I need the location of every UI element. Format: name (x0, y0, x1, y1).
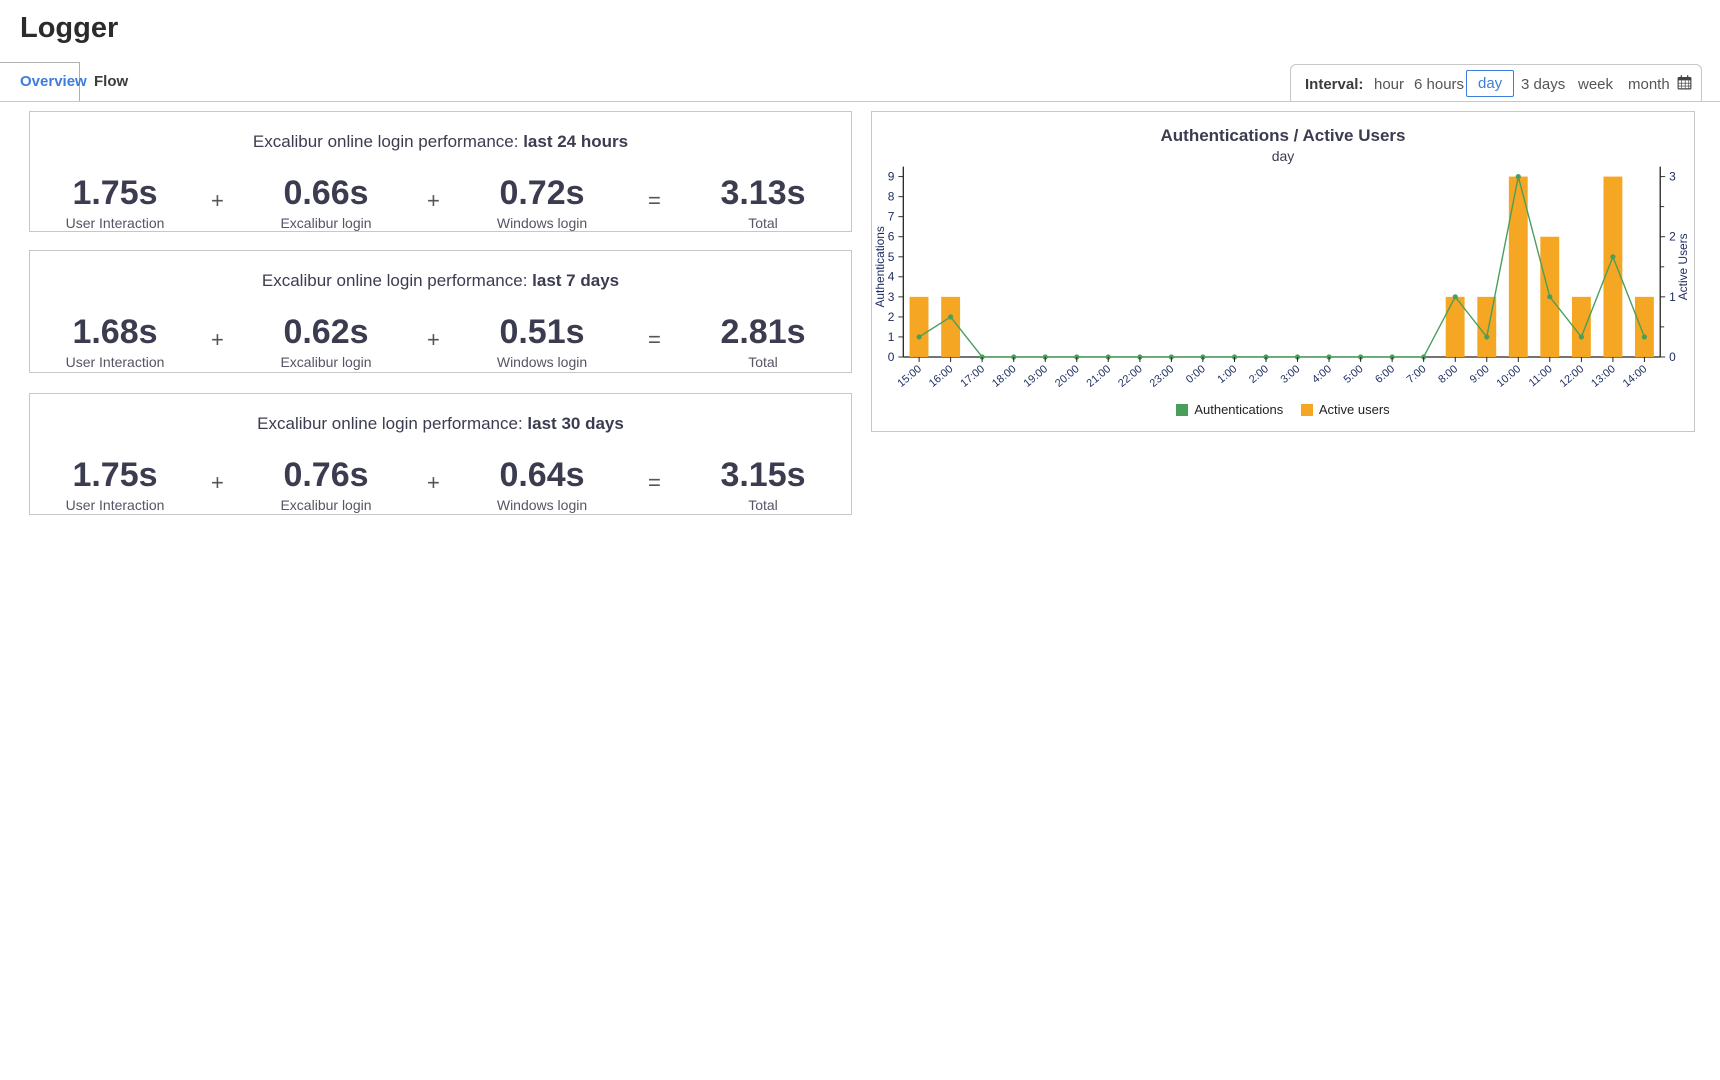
svg-text:21:00: 21:00 (1085, 363, 1114, 390)
svg-text:5:00: 5:00 (1342, 363, 1366, 386)
svg-text:0: 0 (1669, 350, 1676, 364)
svg-text:7: 7 (888, 210, 895, 224)
svg-text:5: 5 (888, 250, 895, 264)
svg-text:9:00: 9:00 (1468, 363, 1492, 386)
svg-text:17:00: 17:00 (958, 363, 987, 390)
svg-text:3: 3 (888, 290, 895, 304)
svg-text:10:00: 10:00 (1495, 363, 1524, 390)
svg-text:19:00: 19:00 (1021, 363, 1050, 390)
svg-text:3: 3 (1669, 170, 1676, 184)
svg-text:4:00: 4:00 (1310, 363, 1334, 386)
svg-text:12:00: 12:00 (1558, 363, 1587, 390)
svg-text:23:00: 23:00 (1148, 363, 1177, 390)
svg-text:14:00: 14:00 (1621, 363, 1650, 390)
svg-text:9: 9 (888, 170, 895, 184)
svg-text:13:00: 13:00 (1589, 363, 1618, 390)
svg-text:0:00: 0:00 (1184, 363, 1208, 386)
svg-text:0: 0 (888, 350, 895, 364)
svg-text:3:00: 3:00 (1278, 363, 1302, 386)
svg-text:6: 6 (888, 230, 895, 244)
svg-text:7:00: 7:00 (1405, 363, 1429, 386)
svg-text:15:00: 15:00 (895, 363, 924, 390)
svg-text:8:00: 8:00 (1436, 363, 1460, 386)
svg-text:1: 1 (888, 330, 895, 344)
svg-text:2:00: 2:00 (1247, 363, 1271, 386)
svg-text:11:00: 11:00 (1527, 363, 1555, 389)
svg-text:18:00: 18:00 (990, 363, 1019, 390)
svg-text:1:00: 1:00 (1215, 363, 1239, 386)
svg-text:Authentications: Authentications (873, 226, 887, 307)
svg-text:2: 2 (888, 310, 895, 324)
svg-text:4: 4 (888, 270, 895, 284)
svg-text:8: 8 (888, 190, 895, 204)
svg-text:6:00: 6:00 (1373, 363, 1397, 386)
svg-text:20:00: 20:00 (1053, 363, 1082, 390)
svg-text:16:00: 16:00 (927, 363, 956, 390)
svg-text:Active Users: Active Users (1676, 233, 1690, 300)
svg-text:22:00: 22:00 (1116, 363, 1145, 390)
